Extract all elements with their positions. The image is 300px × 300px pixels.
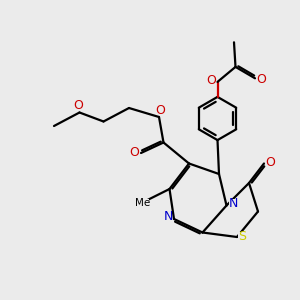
Text: Me: Me [135,198,150,208]
Text: O: O [73,99,83,112]
Text: O: O [257,73,266,86]
Bar [164,212,172,220]
Text: O: O [206,74,216,87]
Text: S: S [238,230,246,243]
Bar [74,102,82,110]
Bar [157,107,164,115]
Text: N: N [228,196,238,210]
Text: O: O [130,146,139,159]
Bar [267,158,275,166]
Text: O: O [156,104,165,118]
Bar [257,76,266,84]
Text: O: O [266,155,275,169]
Text: N: N [163,209,173,223]
Bar [238,232,247,241]
Bar [136,199,149,208]
Bar [207,76,215,85]
Bar [229,199,237,207]
Bar [130,148,139,157]
